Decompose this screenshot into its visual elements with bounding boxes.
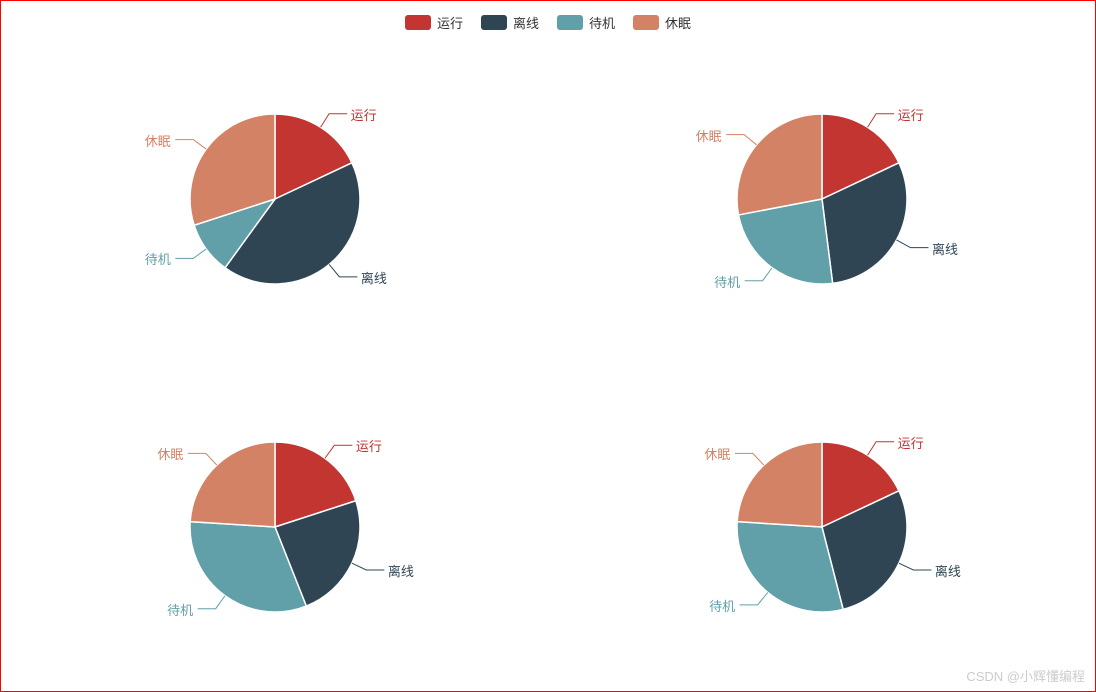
leader-line-休眠: [175, 140, 206, 149]
pie-slice-休眠[interactable]: [737, 442, 822, 527]
legend-label-sleep: 休眠: [665, 13, 691, 32]
legend-item-offline[interactable]: 离线: [481, 13, 539, 32]
leader-line-休眠: [187, 453, 216, 465]
leader-line-运行: [867, 114, 894, 128]
legend-swatch-sleep: [633, 15, 659, 30]
pie-top-right: 运行离线待机 休眠: [663, 40, 981, 358]
slice-label-离线: 离线: [388, 561, 414, 580]
slice-label-运行: 运行: [356, 436, 382, 455]
slice-label-待机: 待机: [709, 596, 735, 615]
slice-label-离线: 离线: [935, 561, 961, 580]
pie-top-left: 运行离线 待机 休眠: [116, 40, 434, 358]
legend-label-standby: 待机: [589, 13, 615, 32]
leader-line-待机: [175, 249, 206, 258]
chart-cell-bottom-right: 运行离线待机 休眠: [548, 363, 1095, 691]
legend-swatch-running: [405, 15, 431, 30]
leader-line-离线: [351, 563, 383, 570]
chart-cell-top-right: 运行离线待机 休眠: [548, 35, 1095, 363]
legend-swatch-offline: [481, 15, 507, 30]
leader-line-运行: [867, 442, 894, 456]
pie-slice-休眠[interactable]: [190, 442, 275, 527]
pie-bottom-right: 运行离线待机 休眠: [663, 368, 981, 686]
leader-line-运行: [320, 114, 347, 128]
slice-label-待机: 待机: [145, 249, 171, 268]
slice-label-休眠: 休眠: [145, 131, 171, 150]
pie-svg: [116, 368, 434, 686]
pie-svg: [663, 368, 981, 686]
slice-label-离线: 离线: [932, 239, 958, 258]
legend-item-running[interactable]: 运行: [405, 13, 463, 32]
slice-label-休眠: 休眠: [696, 126, 722, 145]
leader-line-待机: [739, 592, 767, 604]
pie-svg: [663, 40, 981, 358]
leader-line-离线: [896, 240, 928, 248]
leader-line-运行: [324, 445, 351, 458]
leader-line-离线: [898, 563, 930, 570]
pie-bottom-left: 运行离线待机 休眠: [116, 368, 434, 686]
legend-item-standby[interactable]: 待机: [557, 13, 615, 32]
slice-label-待机: 待机: [167, 600, 193, 619]
chart-container: 运行 离线 待机 休眠 运行离线待机休眠 运行离线待机休眠 运行离线待机休眠 运…: [0, 0, 1096, 692]
legend-swatch-standby: [557, 15, 583, 30]
legend-label-offline: 离线: [513, 13, 539, 32]
slice-label-运行: 运行: [898, 433, 924, 452]
slice-label-运行: 运行: [898, 105, 924, 124]
leader-line-待机: [197, 596, 224, 609]
legend: 运行 离线 待机 休眠: [1, 1, 1095, 35]
slice-label-运行: 运行: [351, 105, 377, 124]
slice-label-休眠: 休眠: [704, 444, 730, 463]
slice-label-待机: 待机: [714, 272, 740, 291]
chart-cell-top-left: 运行离线 待机 休眠: [1, 35, 548, 363]
leader-line-待机: [744, 268, 771, 281]
leader-line-休眠: [726, 135, 756, 145]
pie-svg: [116, 40, 434, 358]
leader-line-休眠: [734, 453, 763, 465]
legend-label-running: 运行: [437, 13, 463, 32]
leader-line-离线: [329, 264, 357, 276]
pie-slice-休眠[interactable]: [737, 114, 822, 215]
chart-grid: 运行离线待机休眠 运行离线待机休眠 运行离线待机休眠 运行离线待机休眠: [1, 35, 1095, 691]
chart-cell-bottom-left: 运行离线待机 休眠: [1, 363, 548, 691]
legend-item-sleep[interactable]: 休眠: [633, 13, 691, 32]
slice-label-休眠: 休眠: [157, 444, 183, 463]
slice-label-离线: 离线: [361, 268, 387, 287]
